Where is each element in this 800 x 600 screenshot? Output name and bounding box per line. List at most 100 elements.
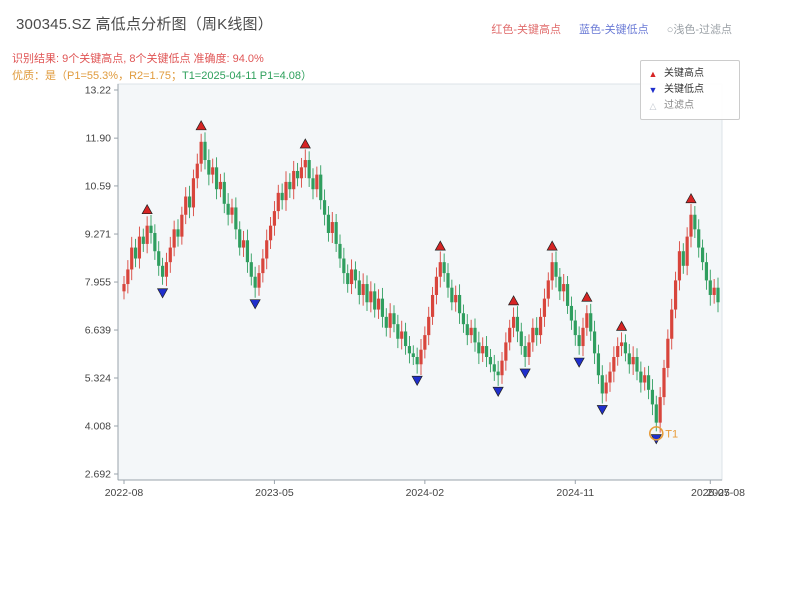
candle-body: [681, 251, 685, 266]
candle-body: [673, 280, 678, 310]
candle-body: [473, 327, 477, 343]
legend-item-label: 关键低点: [664, 84, 704, 95]
quality-line-part1: 优质：是（P1=55.3%，R2=1.75；: [12, 70, 182, 82]
candle-body: [481, 346, 485, 354]
candle-body: [388, 313, 392, 328]
candle-body: [612, 356, 616, 372]
candle-body: [319, 174, 323, 201]
candle-body: [531, 327, 535, 343]
candle-body: [504, 342, 508, 361]
candle-body: [689, 214, 693, 237]
candle-body: [500, 360, 504, 376]
candle-body: [299, 167, 304, 179]
candle-body: [550, 262, 554, 281]
candle-body: [315, 174, 319, 190]
y-axis-tick-label: 13.22: [85, 85, 111, 97]
candle-body: [245, 240, 250, 263]
candle-body: [546, 280, 550, 299]
candle-body: [303, 160, 307, 168]
key-low-marker: [156, 288, 169, 299]
key-high-marker: [434, 240, 446, 251]
candle-body: [508, 327, 512, 343]
key-low-marker: [573, 357, 585, 368]
key-low-marker: [492, 386, 504, 397]
candle-body: [511, 316, 516, 328]
candle-body: [180, 214, 184, 237]
candle-body: [666, 338, 670, 368]
candle-body: [396, 324, 400, 339]
candle-body: [596, 353, 601, 376]
candle-body: [346, 273, 350, 285]
y-axis-tick-label: 2.692: [85, 469, 111, 481]
candle-body: [693, 214, 697, 230]
candle-body: [627, 353, 631, 365]
candle-body: [492, 364, 496, 372]
candle-body: [222, 181, 226, 204]
candle-body: [670, 309, 674, 339]
candle-body: [149, 225, 153, 233]
candle-body: [122, 284, 126, 292]
candle-body: [415, 356, 419, 365]
candle-body: [353, 269, 358, 281]
candle-body: [238, 229, 242, 248]
candle-body: [542, 298, 547, 317]
candle-body: [712, 287, 716, 295]
candle-body: [241, 240, 246, 248]
key-high-triangle-icon: ▲: [648, 69, 658, 79]
key-low-marker: [249, 299, 261, 310]
candle-body: [214, 167, 219, 190]
candle-body: [207, 160, 211, 175]
y-axis-tick-label: 9.271: [85, 229, 111, 241]
y-axis-tick-label: 4.008: [85, 421, 111, 433]
candle-body: [515, 316, 520, 332]
legend-item-label: 过滤点: [664, 100, 694, 111]
t1-circle-marker: [648, 426, 664, 441]
candle-body: [565, 284, 570, 306]
candle-body: [465, 324, 469, 336]
candle-body: [407, 346, 412, 354]
legend-item-filtered: △ 过滤点: [648, 98, 732, 114]
candle-body: [361, 284, 365, 295]
candle-body: [137, 236, 142, 259]
candle-body: [268, 225, 273, 241]
candle-body: [457, 294, 462, 314]
candle-body: [172, 229, 176, 248]
candle-body: [133, 247, 138, 259]
key-high-marker: [615, 320, 628, 331]
candle-body: [276, 192, 280, 212]
candle-body: [592, 331, 597, 354]
x-axis-tick-label: 2023-05: [255, 487, 294, 499]
candle-body: [288, 181, 292, 190]
key-low-marker: [519, 368, 531, 379]
candle-body: [662, 367, 666, 398]
candle-body: [442, 262, 446, 274]
candle-body: [164, 262, 169, 277]
candle-body: [635, 356, 639, 372]
candle-body: [311, 178, 315, 190]
candle-body: [265, 240, 269, 259]
candle-body: [658, 397, 662, 423]
key-low-marker: [411, 375, 423, 387]
candle-body: [230, 207, 234, 215]
candle-body: [373, 291, 377, 310]
candle-body: [438, 262, 442, 277]
candle-body: [704, 262, 709, 281]
inline-legend-filtered: ○浅色-过滤点: [666, 24, 732, 36]
candle-body: [639, 371, 643, 383]
candle-body: [126, 269, 130, 285]
candle-body: [527, 342, 531, 357]
t1-label: T1: [665, 428, 678, 440]
recognition-result-line: 识别结果: 9个关键高点, 8个关键低点 准确度: 94.0%: [12, 53, 264, 65]
candle-body: [168, 247, 172, 263]
candle-body: [403, 331, 408, 347]
candle-body: [195, 163, 199, 179]
candle-body: [253, 276, 257, 288]
y-axis-tick-label: 6.639: [85, 325, 111, 337]
candle-body: [654, 404, 658, 423]
candle-body: [623, 342, 628, 354]
candle-body: [650, 389, 655, 405]
candle-body: [380, 298, 385, 317]
candle-body: [376, 298, 381, 310]
candle-body: [589, 313, 593, 332]
